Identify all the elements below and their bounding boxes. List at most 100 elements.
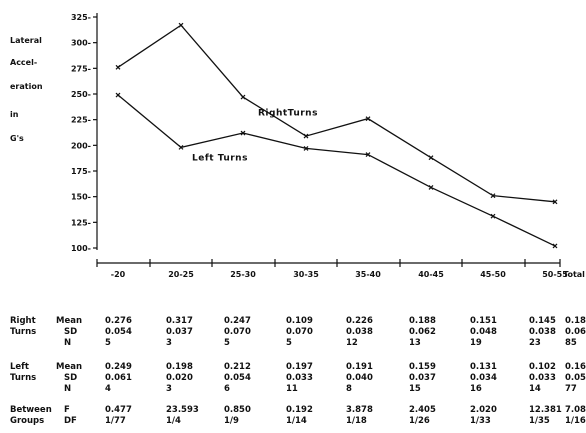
- data-point: [240, 94, 246, 100]
- table-cell: 13: [409, 338, 421, 348]
- data-point: [552, 199, 558, 205]
- table-cell: 0.159: [409, 362, 436, 372]
- table-cell: 0.033: [286, 373, 313, 383]
- x-tick-label: -20: [111, 270, 126, 279]
- data-point: [490, 193, 496, 199]
- series-label-left-turns: Left Turns: [192, 154, 248, 164]
- y-tick-label: 100-: [71, 244, 91, 253]
- table-cell: 0.040: [346, 373, 373, 383]
- data-point: [428, 155, 434, 161]
- table-cell: 1/35: [529, 416, 550, 426]
- data-point: [428, 185, 434, 190]
- series-label-right-turns: RightTurns: [258, 109, 318, 119]
- table-stat-label: SD: [64, 327, 78, 337]
- table-cell: 23.593: [166, 405, 199, 415]
- line-chart: 100- 125- 150- 175- 200- 225- 250- 275- 300- 325-…: [71, 13, 585, 279]
- table-cell: 0.188: [409, 316, 436, 326]
- data-point: [303, 133, 309, 139]
- table-cell: 0.131: [470, 362, 497, 372]
- table-cell: 0.070: [286, 327, 313, 337]
- y-axis-label-line: eration: [10, 82, 43, 91]
- y-tick-label: 150-: [71, 193, 91, 202]
- table-cell: 0.062: [409, 327, 436, 337]
- x-tick-label-total: Total: [563, 270, 585, 279]
- x-tick-label: 50-55: [542, 270, 568, 279]
- table-stat-label: N: [64, 338, 72, 348]
- table-cell: 0.054: [105, 327, 132, 337]
- table-cell: 0.109: [286, 316, 313, 326]
- table-cell: 1/77: [105, 416, 126, 426]
- table-cell: 77: [565, 384, 577, 394]
- table-cell: 0.038: [529, 327, 556, 337]
- table-cell: 0.317: [166, 316, 193, 326]
- table-cell: 0.197: [286, 362, 313, 372]
- table-cell: 5: [105, 338, 111, 348]
- y-tick-label: 125-: [71, 218, 91, 227]
- table-cell: 6: [224, 384, 230, 394]
- table-cell: 0.102: [529, 362, 556, 372]
- data-point: [365, 152, 371, 157]
- table-cell: 11: [286, 384, 298, 394]
- table-cell: 1/9: [224, 416, 239, 426]
- table-stat-label: F: [64, 405, 70, 415]
- table-cell: 0.850: [224, 405, 251, 415]
- series-line-right-turns: [117, 24, 556, 203]
- table-cell: 15: [409, 384, 421, 394]
- table-cell: 2.405: [409, 405, 436, 415]
- table-cell: 0.276: [105, 316, 132, 326]
- table-cell: 1/4: [166, 416, 181, 426]
- table-cell: 0.020: [166, 373, 193, 383]
- table-cell: 1/160: [565, 416, 586, 426]
- table-cell: 0.048: [470, 327, 497, 337]
- table-cell: 5: [286, 338, 292, 348]
- table-cell: 14: [529, 384, 541, 394]
- table-cell: 12.381: [529, 405, 562, 415]
- table-cell: 0.162: [565, 362, 586, 372]
- x-tick-label: 30-35: [293, 270, 319, 279]
- x-tick-label: 35-40: [355, 270, 381, 279]
- table-cell: 16: [470, 384, 482, 394]
- data-point: [365, 116, 371, 122]
- series-line-left-turns: [117, 94, 556, 247]
- table-cell: 0.068: [565, 327, 586, 337]
- table-group-label: Turns: [10, 327, 37, 337]
- table-cell: 0.151: [470, 316, 497, 326]
- table-group-label: Between: [10, 405, 52, 415]
- y-tick-label: 250-: [71, 90, 91, 99]
- table-stat-label: N: [64, 384, 72, 394]
- table-cell: 12: [346, 338, 358, 348]
- table-cell: 1/18: [346, 416, 367, 426]
- x-tick-label: 40-45: [418, 270, 444, 279]
- table-stat-label: DF: [64, 416, 77, 426]
- y-tick-label: 325-: [71, 13, 91, 22]
- table-cell: 0.038: [346, 327, 373, 337]
- x-tick-label: 20-25: [168, 270, 194, 279]
- data-point: [115, 64, 121, 70]
- y-tick-label: 200-: [71, 141, 91, 150]
- table-cell: 0.477: [105, 405, 132, 415]
- table-cell: 5: [224, 338, 230, 348]
- table-cell: 1/14: [286, 416, 307, 426]
- y-tick-label: 175-: [71, 167, 91, 176]
- table-cell: 1/26: [409, 416, 430, 426]
- table-cell: 0.054: [224, 373, 251, 383]
- table-cell: 0.061: [105, 373, 132, 383]
- y-tick-label: 275-: [71, 64, 91, 73]
- table-cell: 0.247: [224, 316, 251, 326]
- y-axis-label-line: Accel-: [10, 58, 38, 67]
- table-cell: 0.226: [346, 316, 373, 326]
- table-cell: 0.056: [565, 373, 586, 383]
- data-point: [178, 144, 184, 150]
- table-cell: 0.070: [224, 327, 251, 337]
- table-stat-label: Mean: [56, 316, 83, 326]
- table-cell: 7.086: [565, 405, 586, 415]
- table-cell: 0.188: [565, 316, 586, 326]
- table-cell: 3: [166, 384, 172, 394]
- table-cell: 0.037: [166, 327, 193, 337]
- x-tick-label: 45-50: [480, 270, 506, 279]
- y-axis-label-line: Lateral: [10, 36, 42, 45]
- table-cell: 3: [166, 338, 172, 348]
- table-cell: 85: [565, 338, 577, 348]
- data-point: [115, 92, 121, 98]
- table-group-label: Groups: [10, 416, 45, 426]
